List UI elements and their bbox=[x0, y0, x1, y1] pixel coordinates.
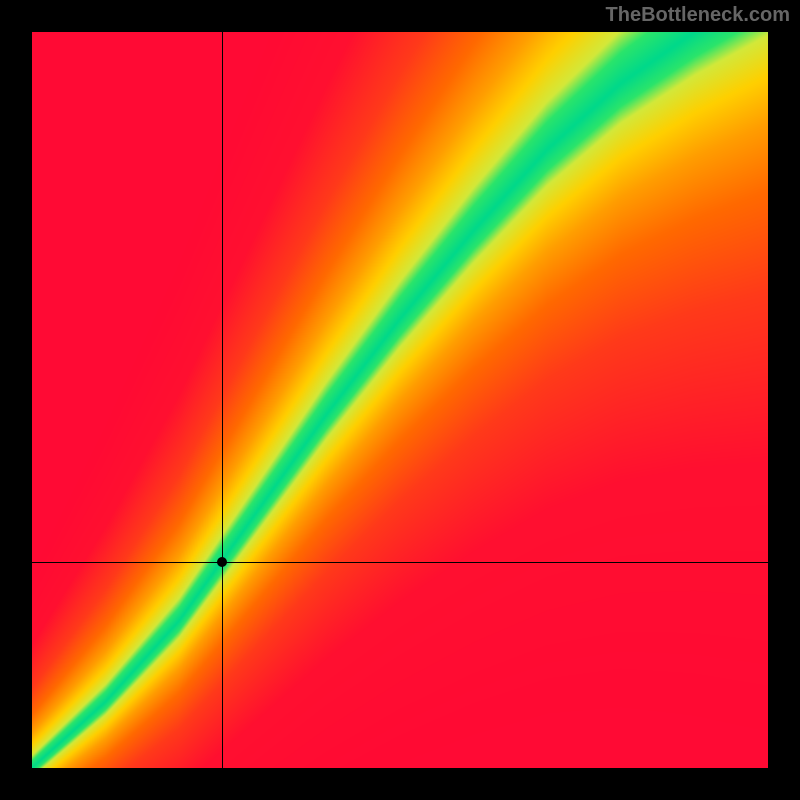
selection-marker bbox=[217, 557, 227, 567]
watermark-text: TheBottleneck.com bbox=[606, 4, 790, 27]
crosshair-horizontal bbox=[32, 562, 768, 563]
bottleneck-heatmap bbox=[32, 32, 768, 768]
crosshair-vertical bbox=[222, 32, 223, 768]
heatmap-canvas bbox=[32, 32, 768, 768]
